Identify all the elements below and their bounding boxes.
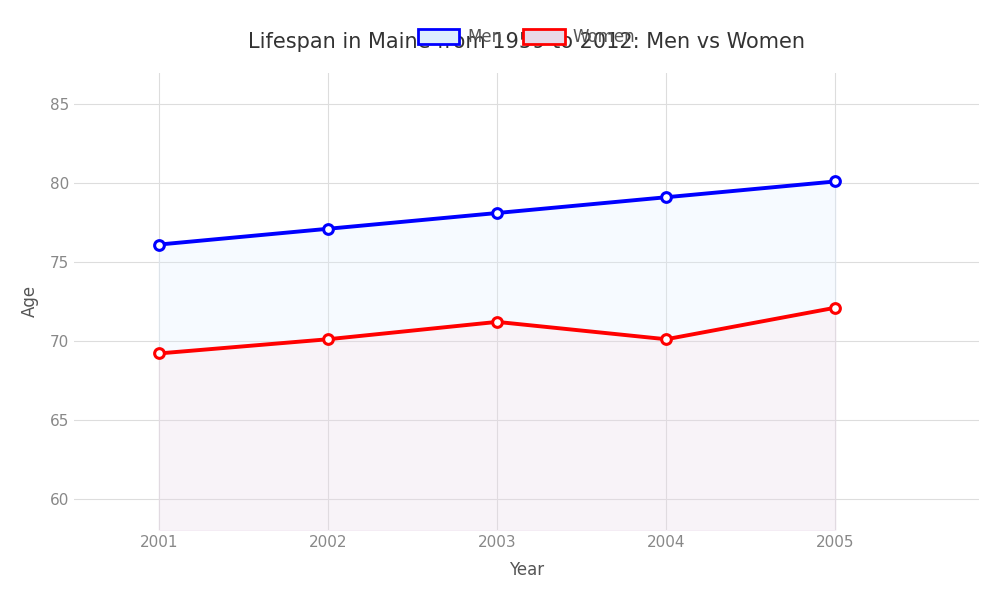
X-axis label: Year: Year (509, 561, 544, 579)
Y-axis label: Age: Age (21, 286, 39, 317)
Legend: Men, Women: Men, Women (411, 22, 642, 53)
Title: Lifespan in Maine from 1959 to 2012: Men vs Women: Lifespan in Maine from 1959 to 2012: Men… (248, 32, 805, 52)
